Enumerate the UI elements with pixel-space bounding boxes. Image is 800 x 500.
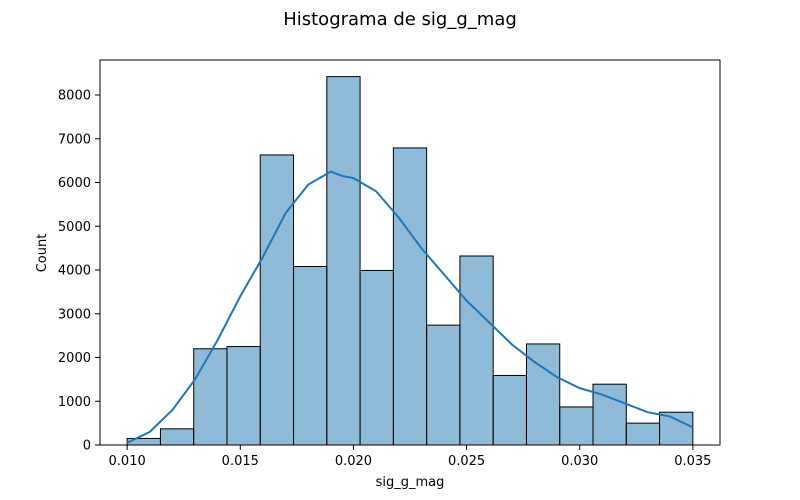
histogram-bar-9 bbox=[392, 147, 428, 446]
y-axis: 0 1000 2000 3000 4000 5000 6000 7000 8000 bbox=[58, 89, 100, 454]
kde-line bbox=[126, 170, 694, 444]
histogram-bars bbox=[126, 76, 694, 446]
y-tick-label: 2000 bbox=[58, 351, 91, 366]
histogram-bar-3 bbox=[193, 348, 228, 446]
histogram-bar-2 bbox=[159, 428, 195, 446]
chart-title: Histograma de sig_g_mag bbox=[283, 9, 517, 30]
histogram-bar-12 bbox=[492, 374, 527, 446]
y-axis-label: Count bbox=[35, 234, 50, 273]
y-tick-label: 1000 bbox=[58, 395, 91, 410]
y-tick-label: 3000 bbox=[58, 307, 91, 322]
histogram-bar-7 bbox=[326, 76, 361, 446]
histogram-bar-4 bbox=[226, 346, 261, 446]
x-tick-label: 0.015 bbox=[222, 454, 259, 469]
histogram-bar-8 bbox=[359, 269, 394, 446]
histogram-bar-5 bbox=[259, 154, 295, 446]
plot-frame bbox=[99, 59, 721, 446]
x-tick-label: 0.010 bbox=[109, 454, 146, 469]
x-tick-label: 0.030 bbox=[561, 454, 598, 469]
x-axis-label: sig_g_mag bbox=[376, 475, 445, 490]
histogram-bar-11 bbox=[459, 255, 494, 446]
x-tick-label: 0.035 bbox=[674, 454, 711, 469]
x-tick-label: 0.020 bbox=[335, 454, 372, 469]
y-tick-label: 8000 bbox=[58, 89, 91, 104]
x-tick-label: 0.025 bbox=[448, 454, 485, 469]
histogram-bar-17 bbox=[659, 411, 694, 446]
x-axis: 0.010 0.015 0.020 0.025 0.030 0.035 bbox=[109, 445, 711, 469]
y-tick-label: 7000 bbox=[58, 132, 91, 147]
y-tick-label: 4000 bbox=[58, 264, 91, 279]
histogram-bar-10 bbox=[426, 324, 461, 446]
y-tick-label: 5000 bbox=[58, 220, 91, 235]
y-tick-label: 6000 bbox=[58, 176, 91, 191]
histogram-bar-16 bbox=[625, 422, 661, 446]
y-tick-label: 0 bbox=[83, 439, 91, 454]
histogram-bar-6 bbox=[293, 266, 328, 446]
histogram-bar-14 bbox=[559, 406, 594, 446]
